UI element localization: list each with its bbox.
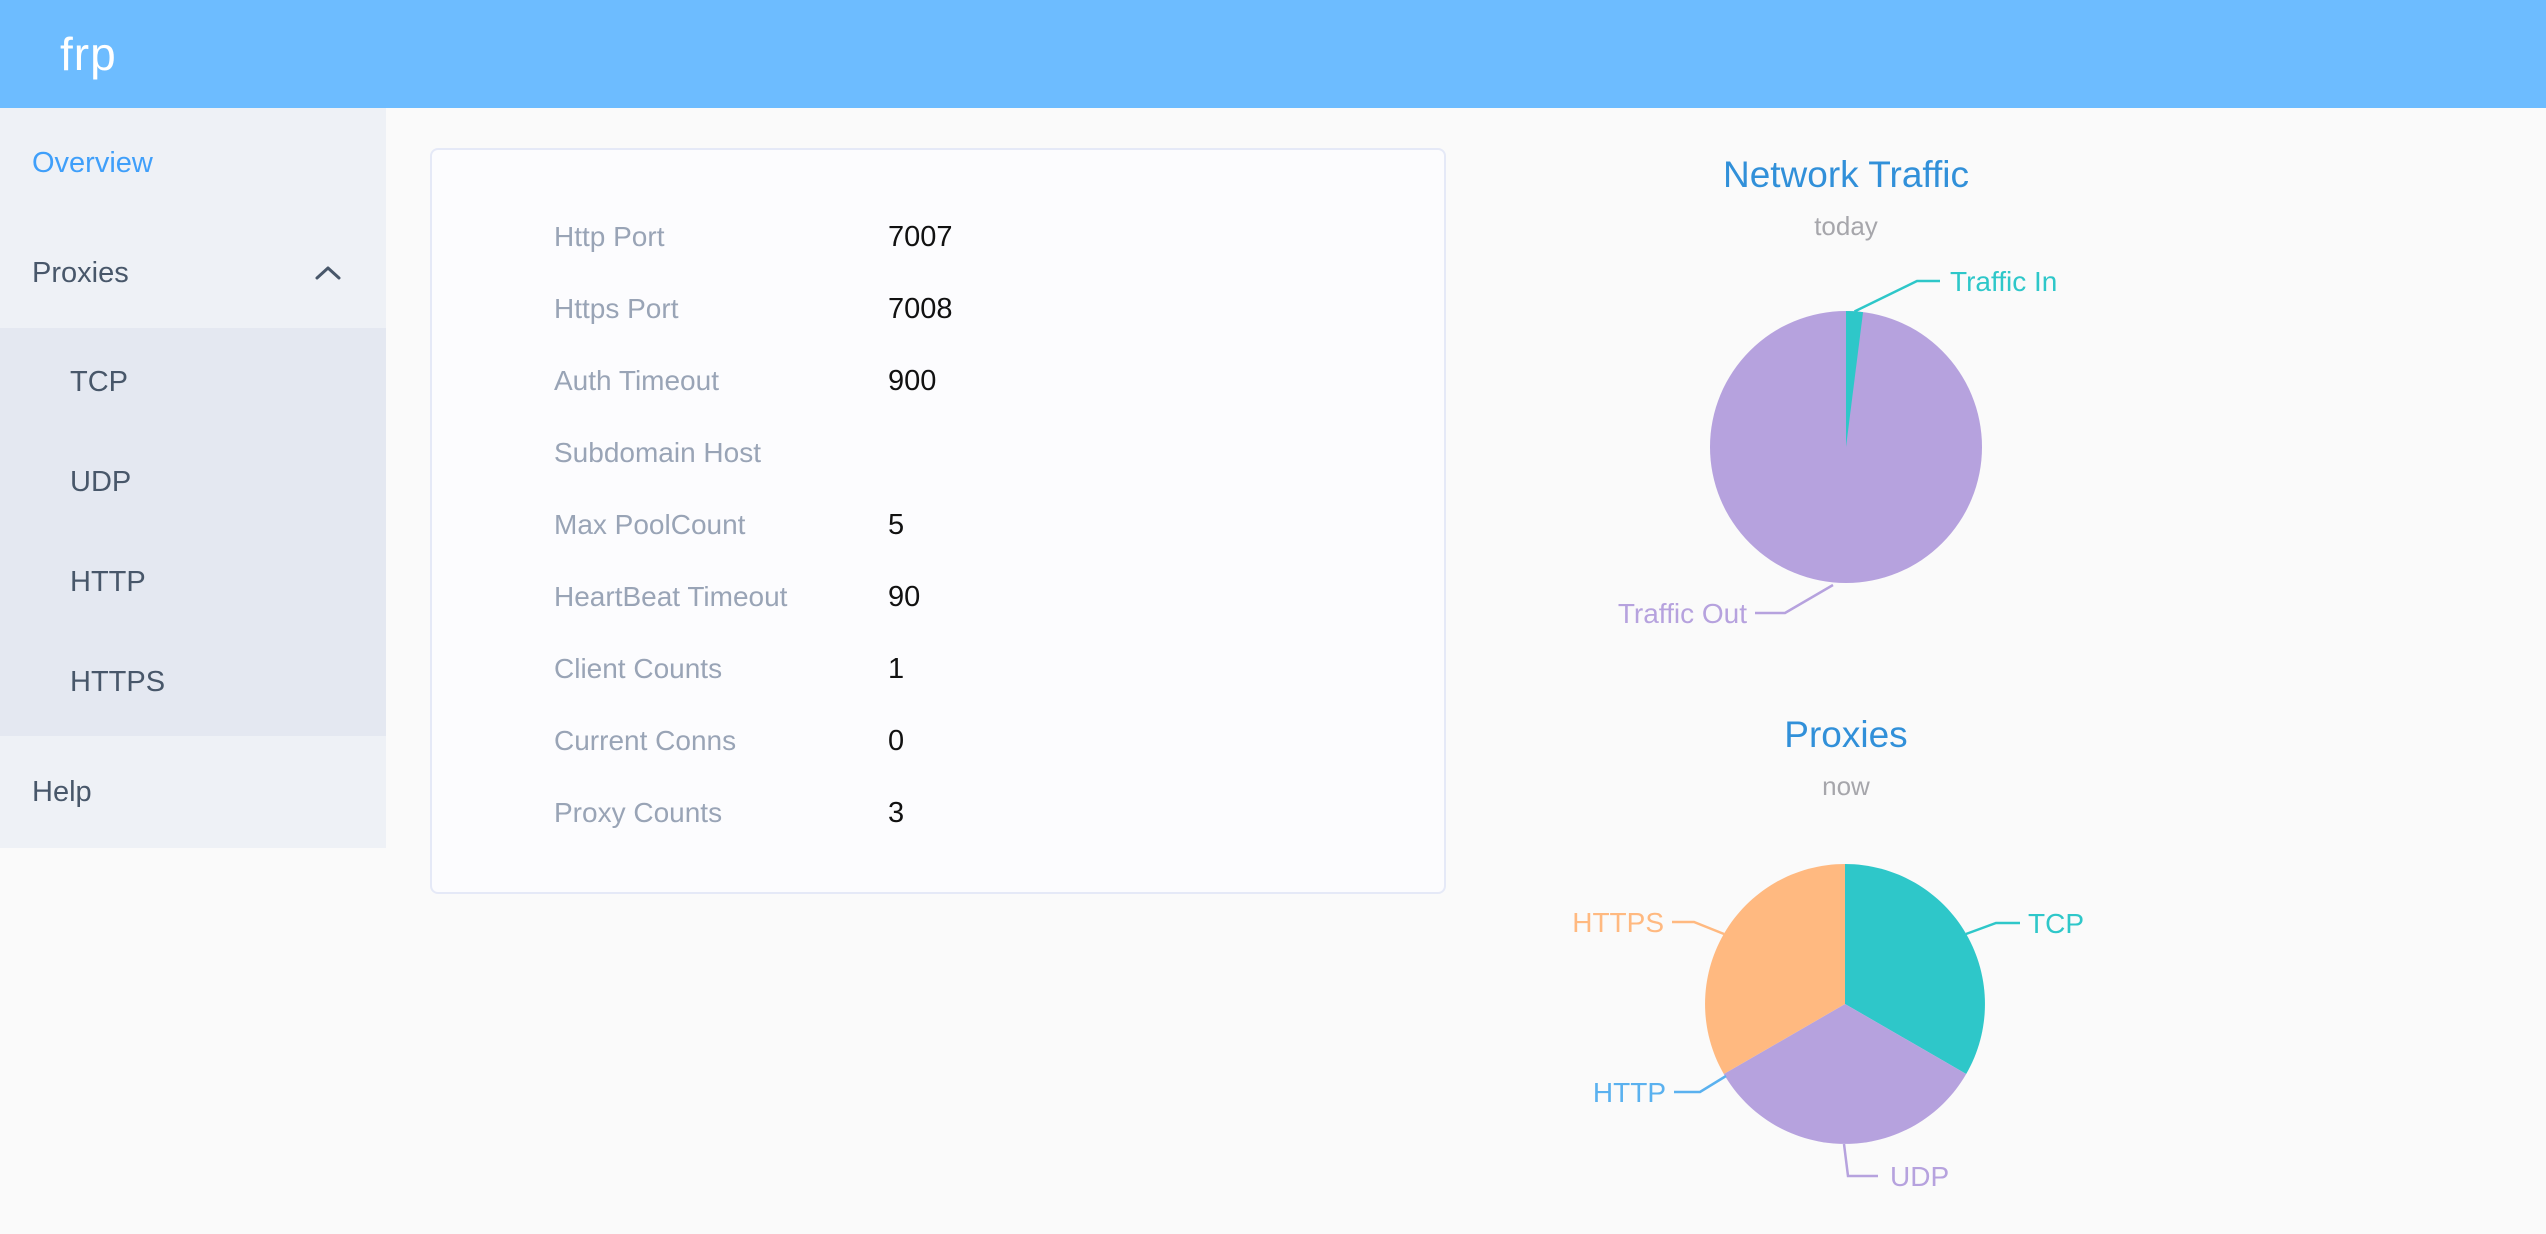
sidebar-item-proxies-label: Proxies xyxy=(32,256,129,289)
info-label: Client Counts xyxy=(554,653,723,684)
network-traffic-subtitle: today xyxy=(1814,211,1878,241)
info-row: Http Port 7007 xyxy=(554,201,1444,273)
info-row: HeartBeat Timeout 90 xyxy=(554,561,1444,633)
sidebar-item-https-label: HTTPS xyxy=(70,665,166,698)
info-value: 7007 xyxy=(888,220,953,253)
pie-slice-https[interactable] xyxy=(1705,864,1845,1074)
sidebar-item-udp[interactable]: UDP xyxy=(0,432,386,532)
info-row: Proxy Counts 3 xyxy=(554,777,1444,849)
https-label: HTTPS xyxy=(1572,907,1664,938)
sidebar-item-help[interactable]: Help xyxy=(0,736,386,848)
info-label: Auth Timeout xyxy=(554,365,719,396)
sidebar-item-tcp[interactable]: TCP xyxy=(0,332,386,432)
network-traffic-title: Network Traffic xyxy=(1722,154,1970,195)
sidebar-item-overview[interactable]: Overview xyxy=(0,108,386,218)
proxies-submenu: TCP UDP HTTP HTTPS xyxy=(0,328,386,736)
info-label: Http Port xyxy=(554,221,665,252)
sidebar-item-http[interactable]: HTTP xyxy=(0,532,386,632)
info-value: 900 xyxy=(888,364,937,397)
info-row: Subdomain Host xyxy=(554,417,1444,489)
traffic-out-leader-line xyxy=(1755,583,1834,615)
info-label: Subdomain Host xyxy=(554,437,762,468)
info-label: Https Port xyxy=(554,293,679,324)
traffic-in-label: Traffic In xyxy=(1950,266,2057,297)
info-value: 5 xyxy=(888,508,905,541)
sidebar-item-overview-label: Overview xyxy=(32,146,153,179)
sidebar-item-http-label: HTTP xyxy=(70,565,146,598)
proxies-chart-subtitle: now xyxy=(1822,771,1870,801)
sidebar-item-https[interactable]: HTTPS xyxy=(0,632,386,732)
pie-slice-udp[interactable] xyxy=(1723,1004,1967,1144)
pie-slice-tcp[interactable] xyxy=(1845,864,1985,1074)
proxies-chart-title: Proxies xyxy=(1784,714,1908,755)
info-value: 1 xyxy=(888,652,905,685)
sidebar-item-tcp-label: TCP xyxy=(70,365,128,398)
info-label: Current Conns xyxy=(554,725,737,756)
info-row: Current Conns 0 xyxy=(554,705,1444,777)
http-leader-line xyxy=(1674,1074,1727,1094)
info-row: Max PoolCount 5 xyxy=(554,489,1444,561)
pie-slice-traffic-in[interactable] xyxy=(1846,311,1864,447)
app-logo: frp xyxy=(60,28,117,80)
traffic-out-label: Traffic Out xyxy=(1618,598,1747,629)
info-label: Max PoolCount xyxy=(554,509,746,540)
udp-leader-line xyxy=(1842,1143,1878,1178)
sidebar-item-udp-label: UDP xyxy=(70,465,132,498)
chevron-up-icon xyxy=(314,265,342,281)
network-traffic-chart: Network Traffic today Traffic In Traffic… xyxy=(1546,140,2146,660)
info-row: Client Counts 1 xyxy=(554,633,1444,705)
https-leader-line xyxy=(1672,920,1725,936)
traffic-in-leader-line xyxy=(1853,279,1940,313)
sidebar-item-help-label: Help xyxy=(32,775,92,808)
info-label: Proxy Counts xyxy=(554,797,723,828)
tcp-label: TCP xyxy=(2028,908,2084,939)
info-value: 3 xyxy=(888,796,905,829)
tcp-leader-line xyxy=(1965,921,2020,936)
server-info-card: Http Port 7007 Https Port 7008 Auth Timeou… xyxy=(430,148,1446,894)
info-value: 90 xyxy=(888,580,921,613)
sidebar: Overview Proxies TCP UDP HTTP HTTPS Help xyxy=(0,108,386,848)
sidebar-item-proxies[interactable]: Proxies xyxy=(0,218,386,328)
proxies-chart: Proxies now TCP HTTPS HTTP UDP xyxy=(1546,690,2146,1234)
info-value: 7008 xyxy=(888,292,953,325)
info-value: 0 xyxy=(888,724,905,757)
info-row: Https Port 7008 xyxy=(554,273,1444,345)
app-header: frp xyxy=(0,0,2546,108)
http-label: HTTP xyxy=(1593,1077,1666,1108)
info-row: Auth Timeout 900 xyxy=(554,345,1444,417)
udp-label: UDP xyxy=(1890,1161,1949,1192)
info-label: HeartBeat Timeout xyxy=(554,581,788,612)
